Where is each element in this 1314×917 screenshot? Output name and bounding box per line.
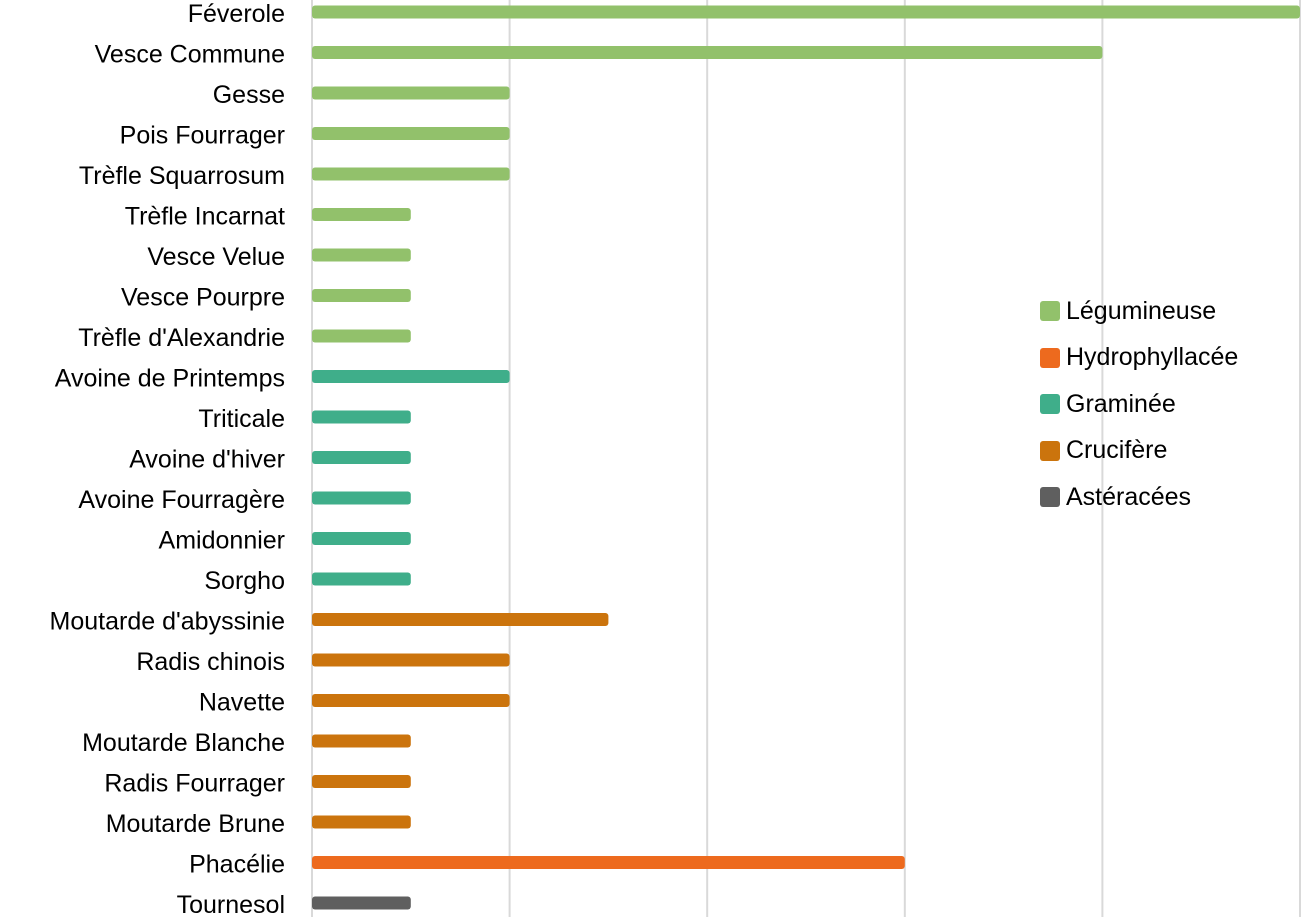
category-label: Sorgho [204, 567, 285, 595]
bar [312, 329, 411, 343]
category-label: Phacélie [189, 851, 285, 879]
bar [312, 491, 411, 505]
bar [312, 86, 510, 100]
bar [312, 127, 510, 140]
category-label: Vesce Commune [95, 41, 285, 69]
legend-item: Graminée [1040, 381, 1238, 428]
bar [312, 167, 510, 181]
legend-label: Crucifère [1066, 436, 1168, 465]
category-label: Moutarde Brune [106, 810, 285, 838]
legend-swatch [1040, 301, 1060, 322]
category-label: Vesce Pourpre [121, 284, 285, 312]
bar [312, 289, 411, 302]
legend-swatch [1040, 487, 1060, 508]
category-label: Gesse [213, 81, 285, 109]
category-label: Avoine d'hiver [129, 446, 285, 474]
bar [312, 775, 411, 788]
category-label: Navette [199, 689, 285, 717]
category-label: Triticale [198, 405, 285, 433]
category-label: Trèfle d'Alexandrie [78, 324, 285, 352]
category-label: Tournesol [177, 891, 285, 917]
legend: Légumineuse Hydrophyllacée Graminée Crucifè… [1040, 288, 1238, 521]
legend-swatch [1040, 394, 1060, 415]
bar [312, 532, 411, 545]
legend-label: Légumineuse [1066, 296, 1217, 325]
legend-swatch [1040, 440, 1060, 461]
category-label: Radis chinois [136, 648, 285, 676]
category-label: Moutarde Blanche [82, 729, 285, 757]
bar [312, 410, 411, 424]
category-label: Trèfle Squarrosum [79, 162, 285, 190]
legend-item: Astéracées [1040, 474, 1238, 521]
bar [312, 572, 411, 586]
legend-label: Astéracées [1066, 482, 1192, 511]
category-label: Vesce Velue [147, 243, 285, 271]
legend-swatch [1040, 347, 1060, 368]
legend-label: Hydrophyllacée [1066, 343, 1239, 372]
bar [312, 208, 411, 221]
bar [312, 370, 510, 383]
category-labels: Féverole Vesce Commune Gesse Pois Fourrager… [50, 0, 286, 917]
bar [312, 46, 1103, 59]
legend-item: Crucifère [1040, 428, 1238, 475]
bar [312, 815, 411, 829]
bar [312, 653, 510, 667]
category-label: Trèfle Incarnat [125, 203, 285, 231]
legend-label: Graminée [1066, 389, 1176, 418]
category-label: Avoine de Printemps [55, 365, 285, 393]
category-label: Amidonnier [159, 527, 285, 555]
bar [312, 613, 609, 626]
category-label: Radis Fourrager [104, 770, 285, 798]
category-label: Féverole [188, 0, 285, 28]
legend-item: Légumineuse [1040, 288, 1238, 335]
bar [312, 5, 1300, 19]
bar [312, 694, 510, 707]
bar [312, 896, 411, 910]
gridlines [311, 0, 1301, 917]
category-label: Avoine Fourragère [78, 486, 285, 514]
category-label: Moutarde d'abyssinie [50, 608, 285, 636]
bar [312, 248, 411, 262]
legend-item: Hydrophyllacée [1040, 335, 1238, 382]
bar [312, 734, 411, 748]
category-label: Pois Fourrager [120, 122, 285, 150]
bar [312, 856, 905, 869]
bar [312, 451, 411, 464]
bars [312, 5, 1300, 910]
